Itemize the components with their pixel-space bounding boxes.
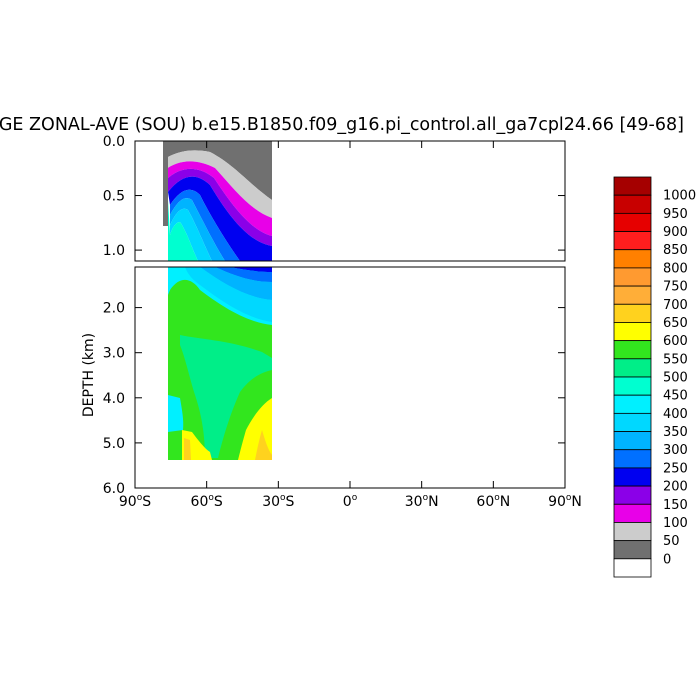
colorbar-label: 250 bbox=[663, 461, 688, 476]
colorbar-label: 450 bbox=[663, 389, 688, 404]
upper-band-250-300 bbox=[170, 189, 240, 261]
colorbar-swatch bbox=[613, 485, 652, 505]
colorbar-swatch bbox=[613, 467, 652, 487]
upper-band-100-150 bbox=[165, 161, 272, 236]
lower-band-650-700-left bbox=[184, 438, 191, 460]
colorbar-swatch bbox=[613, 394, 652, 414]
colorbar-label: 50 bbox=[663, 534, 680, 549]
colorbar-label: 800 bbox=[663, 261, 688, 276]
colorbar-label: 650 bbox=[663, 316, 688, 331]
colorbar-label: 100 bbox=[663, 516, 688, 531]
colorbar-swatch bbox=[613, 449, 652, 469]
y-axis-label: DEPTH (km) bbox=[81, 333, 97, 417]
upper-band-300-350 bbox=[170, 198, 225, 261]
colorbar-label: 0 bbox=[663, 552, 671, 567]
y-tick-label: 3.0 bbox=[103, 346, 125, 362]
upper-land-column bbox=[163, 141, 168, 226]
x-axis-ticks: 90oS 60oS 30oS 0o 30oN 60oN 90oN bbox=[119, 141, 582, 510]
colorbar-label: 550 bbox=[663, 352, 688, 367]
colorbar-swatch bbox=[613, 285, 652, 305]
x-tick-label: 0o bbox=[343, 493, 358, 510]
lower-band-500-550 bbox=[180, 335, 272, 458]
colorbar-swatch bbox=[613, 267, 652, 287]
colorbar-swatch bbox=[613, 322, 652, 342]
lower-band-400-450 bbox=[185, 267, 272, 322]
colorbar-swatch bbox=[613, 212, 652, 232]
colorbar-label: 900 bbox=[663, 225, 688, 240]
lower-band-left-450-500 bbox=[168, 395, 184, 432]
lower-band-250-300 bbox=[230, 267, 272, 272]
lower-panel-data bbox=[135, 267, 565, 488]
x-tick-label: 30oS bbox=[262, 493, 294, 510]
colorbar-swatch bbox=[613, 176, 652, 196]
upper-band-0-50 bbox=[163, 141, 272, 200]
lower-band-300-350 bbox=[215, 267, 272, 282]
y-tick-label: 0.0 bbox=[103, 134, 125, 150]
colorbar-label: 1000 bbox=[663, 189, 696, 204]
colorbar-swatch bbox=[613, 249, 652, 269]
colorbar-swatch bbox=[613, 231, 652, 251]
x-tick-label: 60oS bbox=[191, 493, 223, 510]
colorbar: 1000950900850800750700650600550500450400… bbox=[613, 176, 696, 578]
y-axis-ticks-lower: 2.0 3.0 4.0 5.0 6.0 bbox=[103, 301, 565, 497]
colorbar-swatch bbox=[613, 558, 652, 578]
upper-band-200-250 bbox=[168, 176, 272, 261]
y-axis-ticks-upper: 0.0 0.5 1.0 bbox=[103, 134, 565, 259]
colorbar-label: 150 bbox=[663, 498, 688, 513]
y-tick-label: 5.0 bbox=[103, 436, 125, 452]
colorbar-swatch bbox=[613, 194, 652, 214]
colorbar-label: 200 bbox=[663, 480, 688, 495]
colorbar-label: 950 bbox=[663, 207, 688, 222]
chart-title: IAGE ZONAL-AVE (SOU) b.e15.B1850.f09_g16… bbox=[0, 115, 684, 135]
colorbar-swatch bbox=[613, 503, 652, 523]
colorbar-label: 700 bbox=[663, 298, 688, 313]
colorbar-swatch bbox=[613, 412, 652, 432]
colorbar-swatch bbox=[613, 340, 652, 360]
colorbar-swatch bbox=[613, 540, 652, 560]
colorbar-label: 350 bbox=[663, 425, 688, 440]
colorbar-label: 600 bbox=[663, 334, 688, 349]
upper-panel-data bbox=[163, 141, 272, 261]
upper-band-350-400 bbox=[170, 208, 212, 261]
y-tick-label: 4.0 bbox=[103, 391, 125, 407]
colorbar-label: 750 bbox=[663, 280, 688, 295]
colorbar-swatch bbox=[613, 358, 652, 378]
x-tick-label: 90oS bbox=[119, 493, 151, 510]
lower-band-350-400 bbox=[200, 267, 272, 300]
y-tick-label: 6.0 bbox=[103, 481, 125, 497]
colorbar-label: 500 bbox=[663, 371, 688, 386]
y-tick-label: 2.0 bbox=[103, 301, 125, 317]
x-tick-label: 90oN bbox=[548, 493, 582, 510]
y-tick-label: 0.5 bbox=[103, 189, 125, 205]
x-tick-label: 30oN bbox=[405, 493, 439, 510]
x-tick-label: 60oN bbox=[476, 493, 510, 510]
y-tick-label: 1.0 bbox=[103, 243, 125, 259]
colorbar-label: 400 bbox=[663, 407, 688, 422]
colorbar-swatch bbox=[613, 303, 652, 323]
lower-band-650-700 bbox=[255, 430, 272, 460]
colorbar-swatch bbox=[613, 522, 652, 542]
colorbar-label: 850 bbox=[663, 243, 688, 258]
colorbar-swatch bbox=[613, 431, 652, 451]
upper-band-50-100 bbox=[163, 150, 272, 218]
upper-band-150-200 bbox=[166, 168, 272, 246]
colorbar-swatch bbox=[613, 376, 652, 396]
upper-band-400-450 bbox=[168, 200, 198, 261]
colorbar-label: 300 bbox=[663, 443, 688, 458]
